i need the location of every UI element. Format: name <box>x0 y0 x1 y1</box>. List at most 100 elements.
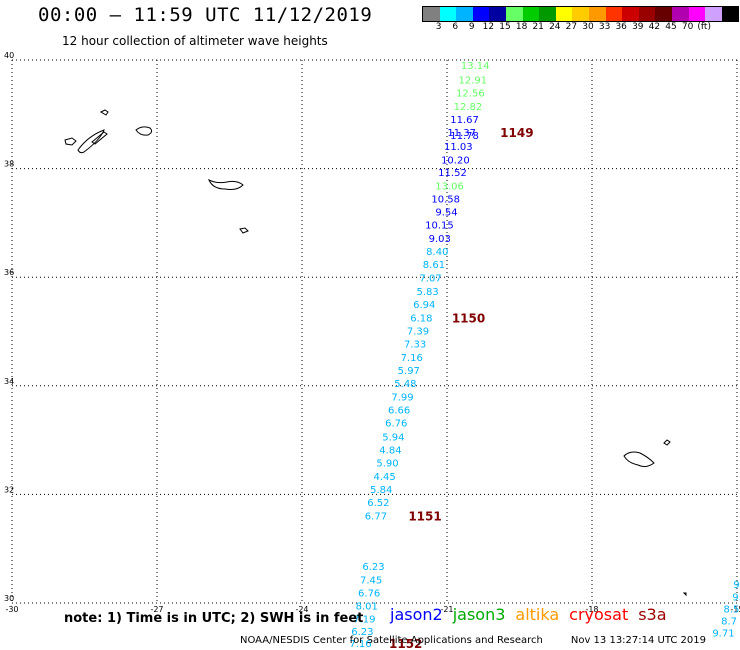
mission-jason3: jason3 <box>452 605 506 624</box>
lat-tick-label: 36 <box>4 268 14 277</box>
credit-text: NOAA/NESDIS Center for Satellite Applica… <box>240 635 543 646</box>
legend-label: 36 <box>615 22 627 32</box>
pass-number-label: 1151 <box>408 510 441 524</box>
wave-height-value: 12.82 <box>454 102 483 113</box>
legend-label: 33 <box>598 22 611 32</box>
wave-height-value: 6.52 <box>367 498 389 509</box>
wave-height-value: 7.33 <box>404 339 426 350</box>
legend-swatch <box>522 7 540 21</box>
wave-height-value: 6.66 <box>388 406 410 417</box>
lat-tick-label: 34 <box>4 377 14 386</box>
wave-height-value: 6.18 <box>410 313 432 324</box>
legend-swatch <box>456 7 473 21</box>
mission-cryosat: cryosat <box>569 605 629 624</box>
legend-label: 21 <box>532 22 544 32</box>
legend-swatch <box>588 7 606 21</box>
legend-label: 18 <box>515 22 528 32</box>
lat-tick-label: 32 <box>4 485 14 494</box>
pass-number-label: 1149 <box>500 126 533 140</box>
wave-height-value: 5.90 <box>376 458 398 469</box>
wave-height-value: 7.39 <box>407 326 429 337</box>
wave-height-value: 7.07 <box>419 274 441 285</box>
wave-height-value: 8.40 <box>426 247 448 258</box>
wave-height-value: 9. <box>733 580 740 591</box>
legend-label: 30 <box>582 22 594 32</box>
legend-swatch <box>539 7 556 21</box>
island-madeira-small <box>663 439 671 446</box>
legend-label: 6 <box>452 22 459 32</box>
lon-tick-label: -15 <box>730 605 740 614</box>
wave-height-value: 9.03 <box>429 234 451 245</box>
map-subtitle: 12 hour collection of altimeter wave hei… <box>62 34 328 48</box>
legend-label: 3 <box>435 22 442 32</box>
mission-jason2: jason2 <box>390 605 443 624</box>
island-madeira <box>623 451 655 468</box>
legend-label: 9 <box>468 22 475 32</box>
wave-height-value: 4.45 <box>374 472 396 483</box>
wave-height-value: 11.67 <box>450 115 479 126</box>
wave-height-value: 7.16 <box>401 353 423 364</box>
island-azores-3 <box>91 131 108 145</box>
wave-height-value: 10.58 <box>431 194 460 205</box>
island-azores-1 <box>99 109 109 116</box>
legend-label: 42 <box>648 22 661 32</box>
lon-tick-label: -30 <box>5 605 18 614</box>
wave-height-value: 10.15 <box>425 221 454 232</box>
wave-height-value: 12.56 <box>456 89 485 100</box>
legend-swatch <box>655 7 672 21</box>
legend-swatch <box>505 7 523 21</box>
wave-height-value: 5.84 <box>370 485 392 496</box>
wave-height-value: 13.14 <box>461 61 490 72</box>
legend-swatch <box>572 7 589 21</box>
pass-number-label: 1150 <box>452 311 485 325</box>
legend-swatch <box>489 7 506 21</box>
wave-height-value: 11.37 <box>447 128 476 139</box>
lat-tick-label: 38 <box>4 160 14 169</box>
legend-label: 39 <box>632 22 644 32</box>
wave-height-value: 9. <box>732 592 740 603</box>
legend-swatch <box>688 7 706 21</box>
color-legend-bar <box>422 6 740 22</box>
island-azores-5 <box>135 126 153 136</box>
wave-height-value: 5.94 <box>382 432 404 443</box>
legend-swatch <box>423 7 440 21</box>
wave-height-value: 5.48 <box>394 379 416 390</box>
legend-swatch <box>638 7 656 21</box>
wave-height-value: 5.97 <box>398 366 420 377</box>
wave-height-value: 8.5 <box>724 604 740 615</box>
wave-height-value: 11.52 <box>438 168 467 179</box>
mission-s3a: s3a <box>638 605 667 624</box>
wave-height-value: 13.06 <box>435 181 464 192</box>
map-title: 00:00 – 11:59 UTC 11/12/2019 <box>38 4 373 26</box>
lon-tick-label: -18 <box>585 605 598 614</box>
observation-values: 13.14 12.91 12.56 12.82 11.67 11.3711.7811.03… <box>349 61 740 650</box>
legend-swatch <box>439 7 457 21</box>
lat-tick-label: 40 <box>4 51 14 60</box>
mission-legend: jason2 jason3 altika cryosat s3a <box>390 605 677 624</box>
pass-labels: 1149 1150 1151 1152 <box>389 126 534 650</box>
coastlines <box>64 109 687 597</box>
legend-swatch <box>622 7 639 21</box>
wave-height-value: 5.83 <box>417 287 439 298</box>
legend-label: 45 <box>665 22 677 32</box>
wave-height-value: 11.78 <box>450 131 479 142</box>
legend-swatch <box>705 7 722 21</box>
legend-swatch <box>605 7 623 21</box>
mission-altika: altika <box>515 605 560 624</box>
wave-height-value: 6.76 <box>358 589 380 600</box>
island-azores-2 <box>77 129 105 154</box>
wave-height-value: 8.01 <box>356 602 378 613</box>
wave-height-value: 10.20 <box>441 155 470 166</box>
wave-height-value: 8.7 <box>721 616 737 627</box>
wave-height-value: 7.16 <box>349 639 371 650</box>
legend-swatch <box>472 7 490 21</box>
lon-tick-label: -27 <box>150 605 163 614</box>
timestamp-text: Nov 13 13:27:14 UTC 2019 <box>570 635 707 646</box>
map-grid <box>11 59 738 604</box>
island-azores-6 <box>207 178 244 190</box>
legend-label: 27 <box>565 22 578 32</box>
wave-height-value: 12.91 <box>458 76 487 87</box>
axis-labels: -30 -27 -24 -21 -18 -15 40 38 36 34 32 30 <box>4 51 740 614</box>
wave-height-value: 4.84 <box>379 445 401 456</box>
